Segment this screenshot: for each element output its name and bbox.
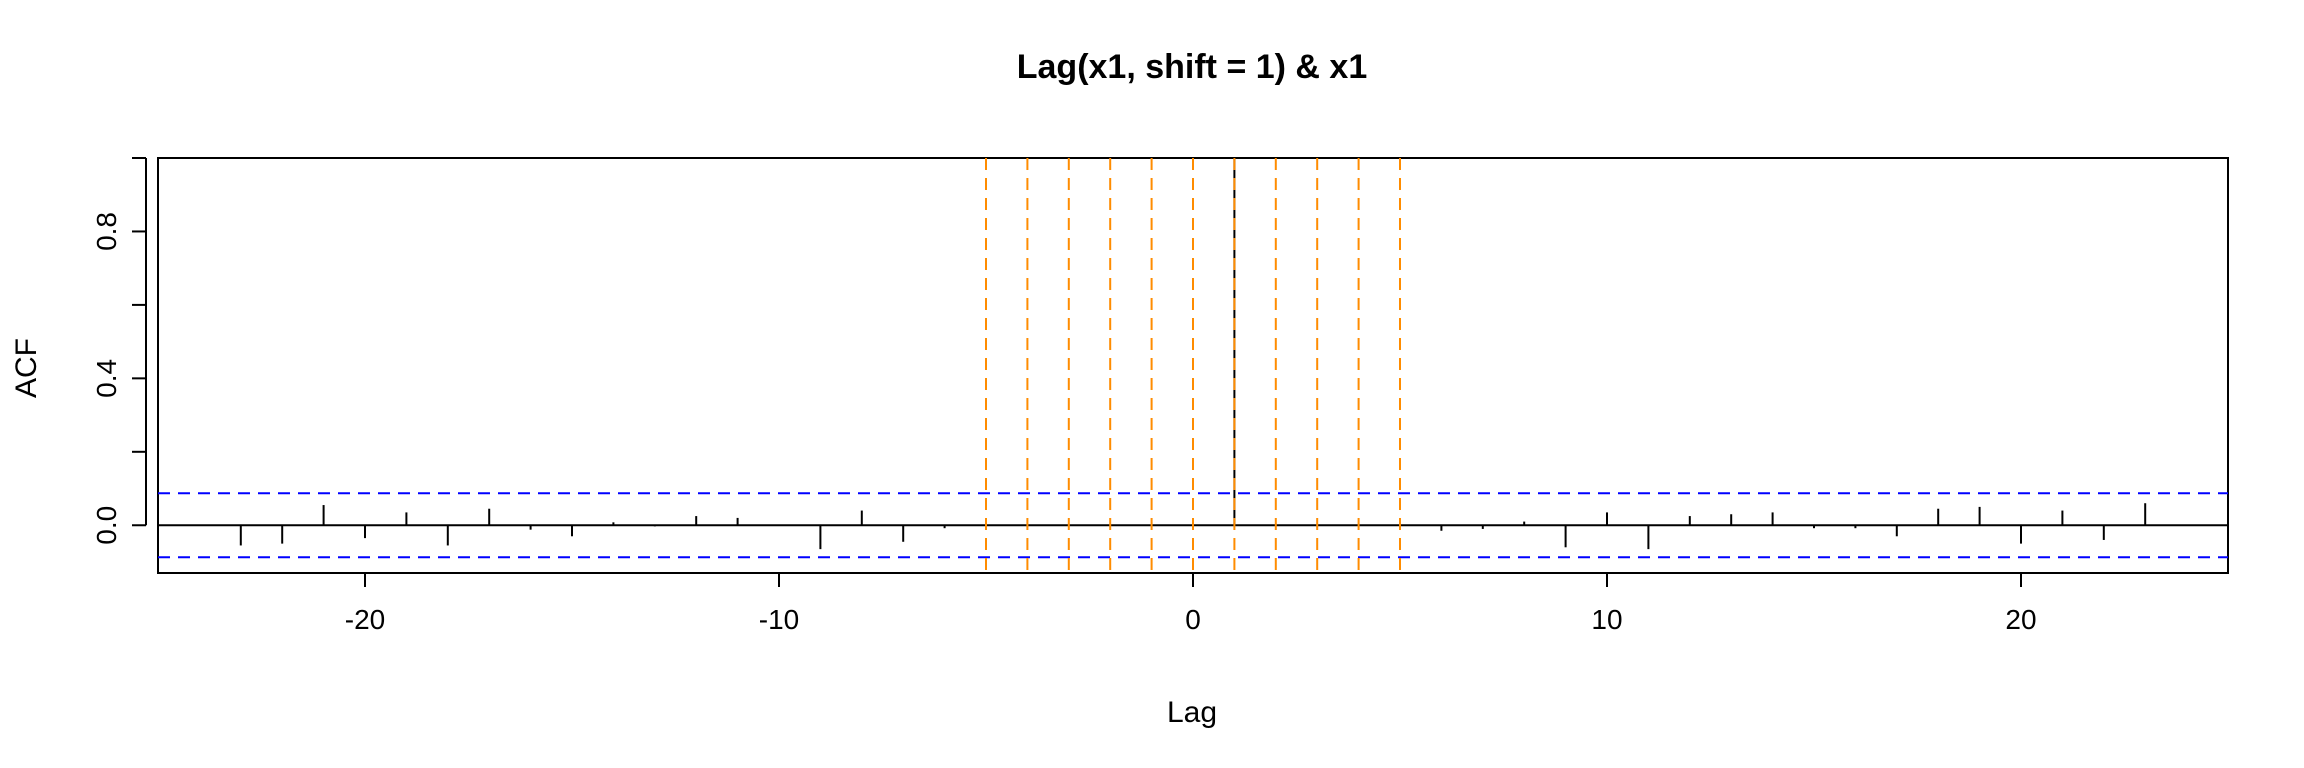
y-tick-label-0.4: 0.4	[91, 359, 122, 398]
x-tick-label--10: -10	[759, 604, 799, 635]
y-tick-label-0: 0.0	[91, 506, 122, 545]
y-tick-label-0.8: 0.8	[91, 212, 122, 251]
x-axis-label: Lag	[1167, 696, 1217, 729]
plot-area: -20 -10 0 10 20 0.0 0.4 0.8	[91, 157, 2229, 635]
y-axis-label: ACF	[10, 338, 43, 398]
x-tick-label-20: 20	[2005, 604, 2036, 635]
x-tick-label--20: -20	[345, 604, 385, 635]
chart-title: Lag(x1, shift = 1) & x1	[1017, 48, 1368, 86]
x-tick-label-0: 0	[1185, 604, 1201, 635]
x-tick-label-10: 10	[1591, 604, 1622, 635]
